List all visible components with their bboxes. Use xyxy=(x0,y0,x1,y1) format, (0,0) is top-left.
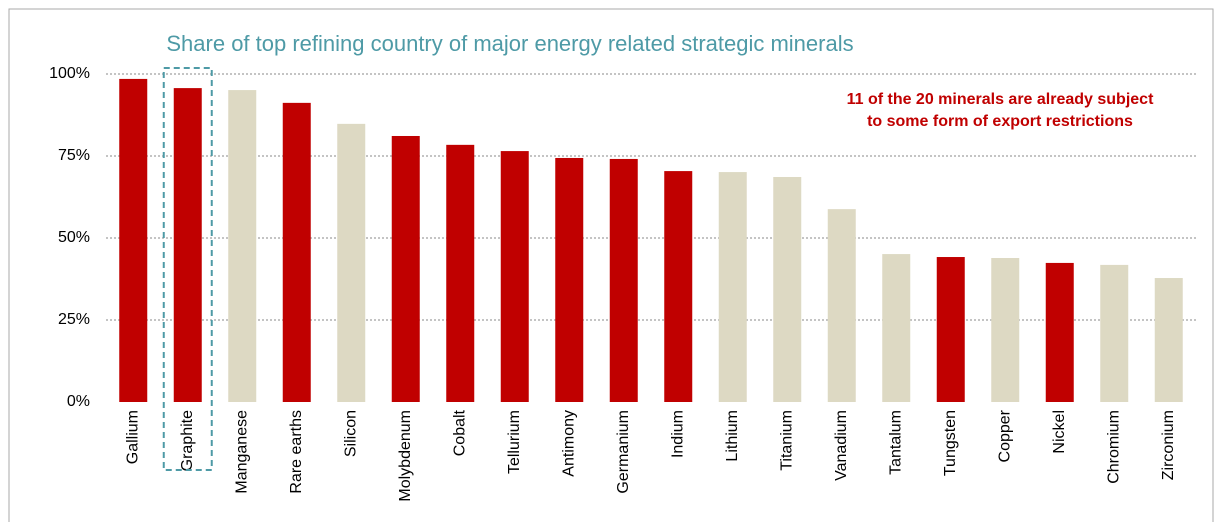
bar xyxy=(936,257,965,402)
bar xyxy=(827,209,856,402)
x-tick-label: Copper xyxy=(996,409,1013,462)
x-tick-label: Titanium xyxy=(778,410,795,471)
bar xyxy=(173,88,202,402)
annotation: to some form of export restrictions xyxy=(867,113,1133,130)
frame xyxy=(8,8,1214,522)
annotation: 11 of the 20 minerals are already subjec… xyxy=(847,91,1154,108)
x-tick-label: Zirconium xyxy=(1160,410,1177,480)
bar xyxy=(1154,278,1183,402)
x-tick-label: Tantalum xyxy=(887,410,904,475)
bar xyxy=(337,123,366,402)
x-tick-label: Indium xyxy=(669,410,686,458)
x-tick-label: Cobalt xyxy=(451,409,468,456)
chart-title: Share of top refining country of major e… xyxy=(166,31,853,56)
y-tick-label: 100% xyxy=(49,65,90,82)
bar xyxy=(119,78,148,403)
x-tick-label: Tellurium xyxy=(506,410,523,474)
x-tick-label: Silicon xyxy=(342,410,359,457)
x-tick-label: Nickel xyxy=(1051,410,1068,454)
bar xyxy=(228,90,257,403)
x-tick-label: Graphite xyxy=(179,410,196,471)
y-tick-label: 50% xyxy=(58,229,90,246)
x-tick-label: Molybdenum xyxy=(397,410,414,502)
bar xyxy=(991,258,1020,402)
bar xyxy=(500,151,529,402)
bar xyxy=(446,144,475,402)
bar xyxy=(882,254,911,402)
x-tick-label: Lithium xyxy=(724,410,741,462)
bar xyxy=(1100,264,1129,402)
bar xyxy=(1045,262,1074,402)
x-tick-label: Chromium xyxy=(1105,410,1122,484)
x-tick-label: Vanadium xyxy=(833,410,850,481)
y-tick-label: 0% xyxy=(67,393,90,410)
bar xyxy=(282,102,311,402)
x-tick-label: Gallium xyxy=(124,410,141,464)
x-tick-label: Germanium xyxy=(615,410,632,494)
bar xyxy=(609,158,638,402)
bar xyxy=(773,176,802,402)
bar xyxy=(391,135,420,402)
highlight-box xyxy=(162,67,213,471)
x-tick-label: Antimony xyxy=(560,410,577,477)
bar xyxy=(718,172,747,402)
y-tick-label: 75% xyxy=(58,147,90,164)
x-tick-label: Rare earths xyxy=(288,410,305,494)
bar xyxy=(555,157,584,402)
y-tick-label: 25% xyxy=(58,311,90,328)
bar xyxy=(664,171,693,402)
x-tick-label: Manganese xyxy=(233,410,250,494)
x-tick-label: Tungsten xyxy=(942,410,959,476)
